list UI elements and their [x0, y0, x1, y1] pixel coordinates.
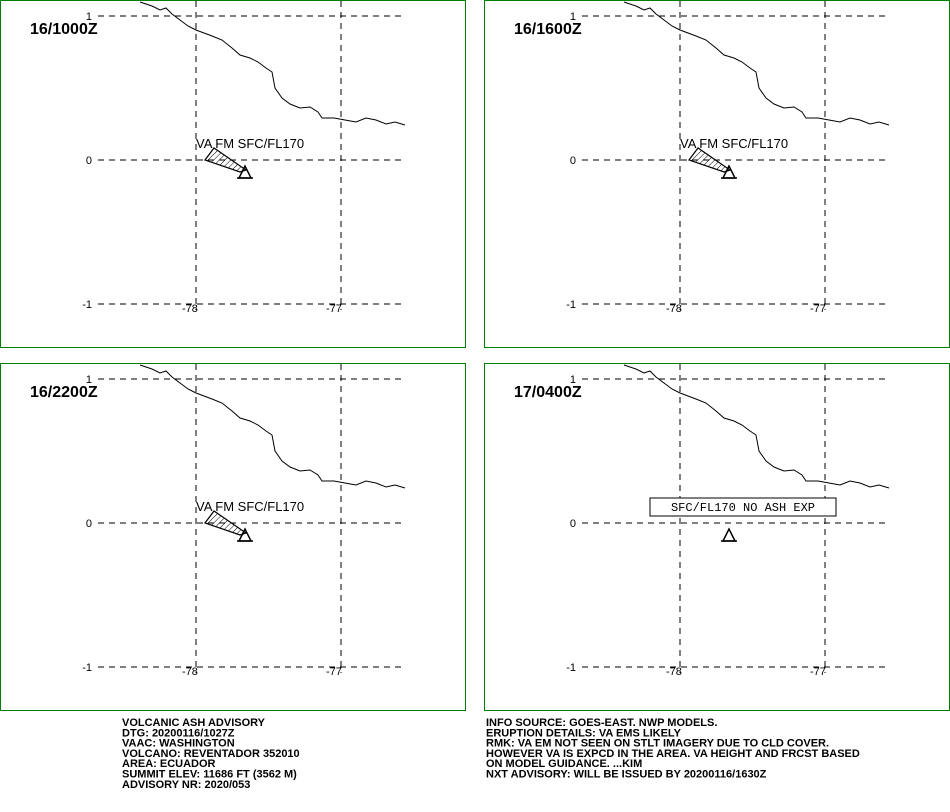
lat-label: -1: [82, 662, 92, 674]
lat-label: 0: [86, 518, 92, 530]
lat-label: 1: [570, 11, 576, 23]
lon-label: -77: [326, 303, 342, 315]
advisory-line: ERUPTION DETAILS: VA EMS LIKELY: [486, 727, 682, 739]
advisory-line: HOWEVER VA IS EXPCD IN THE AREA. VA HEIG…: [486, 748, 860, 760]
valid-time: 17/0400Z: [514, 384, 582, 401]
coastline: [623, 364, 890, 489]
advisory-line: ADVISORY NR: 2020/053: [122, 779, 250, 791]
ash-area: [204, 510, 248, 536]
advisory-line: RMK: VA EM NOT SEEN ON STLT IMAGERY DUE …: [486, 738, 829, 750]
label-box: [649, 497, 837, 517]
coastline: [139, 1, 406, 126]
advisory-line: DTG: 20200116/1027Z: [122, 727, 235, 739]
coastline: [139, 364, 406, 489]
lon-label: -77: [810, 666, 826, 678]
lon-label: -78: [666, 666, 682, 678]
lon-label: -78: [182, 303, 198, 315]
ash-label: VA FM SFC/FL170: [196, 136, 304, 151]
ash-area: [688, 147, 732, 173]
lat-label: -1: [566, 299, 576, 311]
valid-time: 16/1000Z: [30, 21, 98, 38]
panel-border: [0, 363, 466, 711]
valid-time: 16/2200Z: [30, 384, 98, 401]
lon-label: -77: [810, 303, 826, 315]
lat-label: -1: [566, 662, 576, 674]
advisory-line: NXT ADVISORY: WILL BE ISSUED BY 20200116…: [486, 769, 767, 781]
lat-label: -1: [82, 299, 92, 311]
lat-label: 1: [86, 11, 92, 23]
panel-border: [484, 0, 950, 348]
lat-label: 0: [570, 518, 576, 530]
ash-area: [204, 147, 248, 173]
map-panel: 1 0 -1 -78 -77 16/1000Z VA FM SFC/FL170: [0, 0, 466, 348]
panel-border: [0, 0, 466, 348]
advisory-line: VOLCANIC ASH ADVISORY: [122, 717, 266, 729]
lat-label: 0: [86, 155, 92, 167]
no-ash-label: SFC/FL170 NO ASH EXP: [671, 501, 815, 515]
advisory-line: SUMMIT ELEV: 11686 FT (3562 M): [122, 769, 297, 781]
lat-label: 1: [86, 374, 92, 386]
panel-border: [484, 363, 950, 711]
map-panel: 1 0 -1 -78 -77 16/2200Z VA FM SFC/FL170: [0, 363, 466, 711]
advisory-line: AREA: ECUADOR: [122, 758, 216, 770]
lon-label: -78: [666, 303, 682, 315]
lon-label: -77: [326, 666, 342, 678]
map-panel: 1 0 -1 -78 -77 17/0400Z SFC/FL170 NO ASH EXP: [484, 363, 950, 711]
ash-label: VA FM SFC/FL170: [196, 499, 304, 514]
advisory-line: VOLCANO: REVENTADOR 352010: [122, 748, 300, 760]
lat-label: 0: [570, 155, 576, 167]
lat-label: 1: [570, 374, 576, 386]
advisory-line: ON MODEL GUIDANCE. ...KIM: [486, 758, 642, 770]
volcano-symbol: [721, 527, 737, 542]
advisory-line: VAAC: WASHINGTON: [122, 738, 235, 750]
ash-label: VA FM SFC/FL170: [680, 136, 788, 151]
coastline: [623, 1, 890, 126]
map-panel: 1 0 -1 -78 -77 16/1600Z VA FM SFC/FL170: [484, 0, 950, 348]
valid-time: 16/1600Z: [514, 21, 582, 38]
advisory-line: INFO SOURCE: GOES-EAST. NWP MODELS.: [486, 717, 717, 729]
lon-label: -78: [182, 666, 198, 678]
